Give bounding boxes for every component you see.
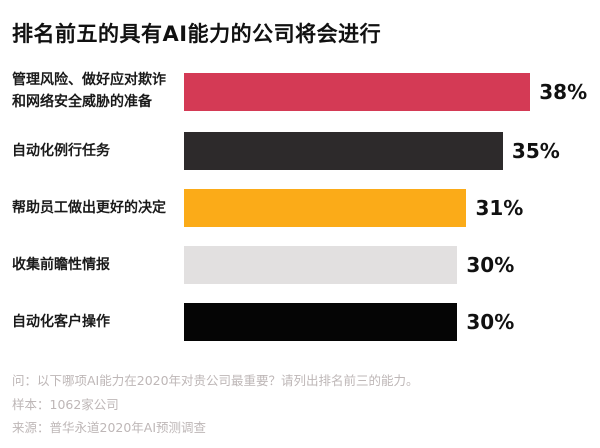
bar-value: 38%: [539, 79, 588, 104]
bar-track: 31%: [184, 189, 582, 228]
footer: 问：以下哪项AI能力在2020年对贵公司最重要？请列出排名前三的能力。 样本：1…: [12, 369, 582, 438]
bar: [184, 72, 531, 111]
bar: [184, 189, 467, 228]
bar-row: 自动化例行任务 35%: [12, 132, 582, 171]
bar-label: 自动化例行任务: [12, 142, 110, 159]
bar: [184, 132, 503, 171]
bar-row: 自动化客户操作 30%: [12, 303, 582, 342]
bar-row: 帮助员工做出更好的决定 31%: [12, 189, 582, 228]
bar: [184, 246, 458, 285]
bar-label: 自动化客户操作: [12, 313, 110, 330]
footer-question: 问：以下哪项AI能力在2020年对贵公司最重要？请列出排名前三的能力。: [12, 373, 419, 389]
bar-value: 31%: [475, 196, 524, 221]
bar-track: 35%: [184, 132, 582, 171]
footer-source: 来源：普华永道2020年AI预测调查: [12, 419, 207, 435]
bar-value: 30%: [466, 310, 515, 335]
bar-track: 38%: [184, 72, 587, 111]
bar-value: 30%: [466, 253, 515, 278]
bar-row: 管理风险、做好应对欺诈 和网络安全威胁的准备 38%: [12, 70, 587, 113]
bar-label: 帮助员工做出更好的决定: [12, 199, 166, 216]
bar-chart: 管理风险、做好应对欺诈 和网络安全威胁的准备 38% 自动化例行任务 35% 帮助员工做…: [12, 70, 587, 342]
bar-row: 收集前瞻性情报 30%: [12, 246, 582, 285]
bar-track: 30%: [184, 303, 582, 342]
bar: [184, 303, 458, 342]
bar-track: 30%: [184, 246, 582, 285]
bar-label: 收集前瞻性情报: [12, 256, 110, 273]
page-title: 排名前五的具有AI能力的公司将会进行: [12, 22, 382, 46]
footer-sample: 样本：1062家公司: [12, 396, 119, 412]
bar-label: 管理风险、做好应对欺诈 和网络安全威胁的准备: [12, 72, 166, 110]
bar-value: 35%: [511, 139, 560, 164]
